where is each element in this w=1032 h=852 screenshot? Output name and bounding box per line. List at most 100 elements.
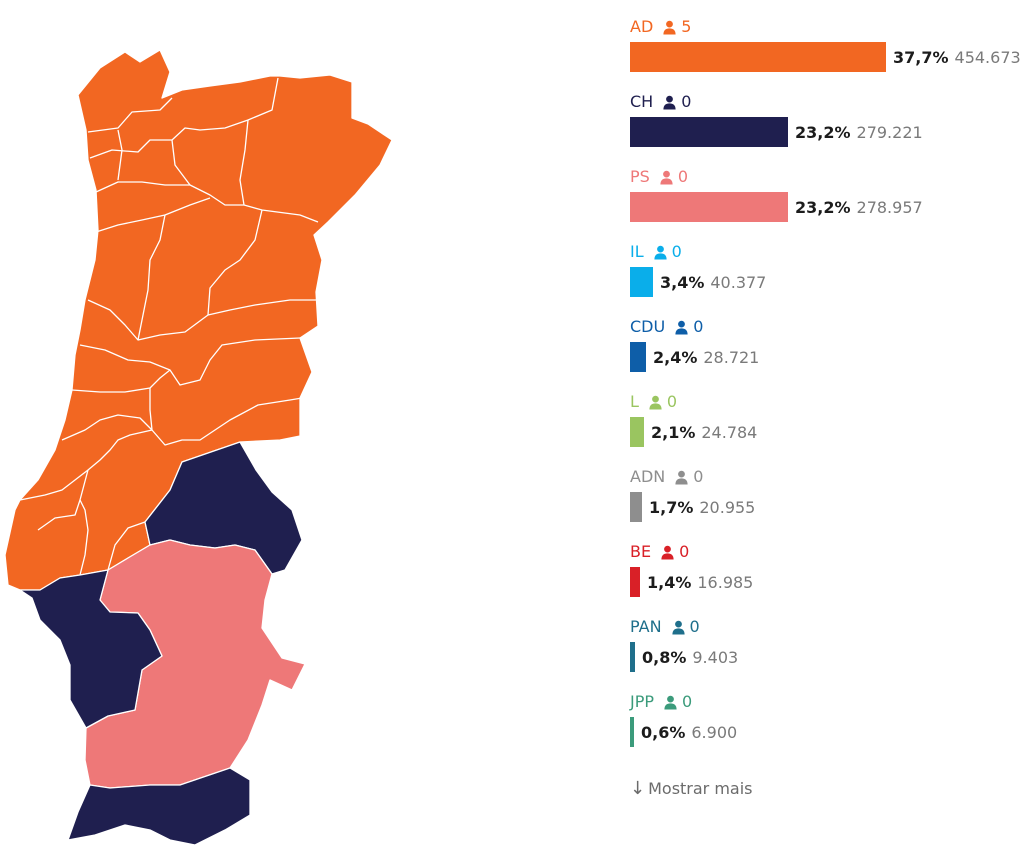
party-name: L [630,392,639,411]
party-name: AD [630,17,654,36]
party-seats: 0 [681,92,692,111]
party-bar-row: 3,4% 40.377 [630,267,766,297]
party-bar-row: 2,1% 24.784 [630,417,757,447]
vote-count: 16.985 [697,572,754,592]
vote-count: 28.721 [703,347,760,367]
vote-share-bar [630,267,653,297]
party-il: IL 0 3,4% 40.377 [630,225,1030,300]
party-seats: 0 [677,167,688,186]
district-border [79,499,89,576]
party-header: ADN 0 [630,467,703,487]
party-bar-row: 23,2% 278.957 [630,192,923,222]
person-icon [648,395,663,410]
district-border [79,337,301,386]
vote-percent: 23,2% [795,197,851,217]
party-header: AD 5 [630,17,691,37]
party-name: BE [630,542,652,561]
district-border [117,129,123,181]
party-seats: 5 [681,17,692,36]
party-header: PS 0 [630,167,688,187]
party-header: CH 0 [630,92,691,112]
party-seats: 0 [693,317,704,336]
party-bar-row: 1,7% 20.955 [630,492,755,522]
party-pan: PAN 0 0,8% 9.403 [630,600,1030,675]
party-jpp: JPP 0 0,6% 6.900 [630,675,1030,750]
portugal-results-map [4,49,393,846]
vote-share-bar [630,117,788,147]
vote-count: 278.957 [856,197,923,217]
party-seats: 0 [693,467,704,486]
person-icon [659,170,674,185]
district-border [19,429,153,501]
district-border [37,469,89,531]
vote-share-bar [630,192,788,222]
person-icon [662,20,677,35]
party-name: CH [630,92,654,111]
vote-share-bar [630,642,635,672]
party-header: BE 0 [630,542,689,562]
party-adn: ADN 0 1,7% 20.955 [630,450,1030,525]
district-border [87,299,318,341]
map-region-ad [4,49,393,591]
vote-share-bar [630,42,886,72]
person-icon [674,320,689,335]
vote-count: 454.673 [954,47,1021,67]
party-name: PS [630,167,650,186]
party-name: PAN [630,617,662,636]
vote-percent: 3,4% [660,272,705,292]
party-ps: PS 0 23,2% 278.957 [630,150,1030,225]
results-panel: AD 5 37,7% 454.673 CH 0 23,2% 279.221 PS 0 23,2% 27… [630,0,1030,852]
party-bar-row: 37,7% 454.673 [630,42,1021,72]
person-icon [660,545,675,560]
show-more-button[interactable]: ↓ Mostrar mais [630,778,753,799]
vote-percent: 2,1% [651,422,696,442]
district-border [95,181,319,223]
person-icon [662,95,677,110]
vote-count: 24.784 [701,422,758,442]
party-header: JPP 0 [630,692,692,712]
district-border [207,209,263,316]
party-bar-row: 0,8% 9.403 [630,642,738,672]
map-region-ch-south [67,767,251,846]
party-ch: CH 0 23,2% 279.221 [630,75,1030,150]
vote-count: 279.221 [856,122,923,142]
district-border [89,77,279,159]
district-border [95,197,211,233]
district-border [149,388,303,446]
party-header: CDU 0 [630,317,703,337]
district-border [71,369,171,393]
district-border [239,119,249,206]
arrow-down-icon: ↓ [630,778,646,799]
party-name: ADN [630,467,666,486]
person-icon [674,470,689,485]
person-icon [663,695,678,710]
vote-percent: 2,4% [653,347,698,367]
vote-share-bar [630,492,642,522]
vote-count: 20.955 [699,497,756,517]
person-icon [671,620,686,635]
district-border [171,139,191,186]
party-name: IL [630,242,644,261]
party-ad: AD 5 37,7% 454.673 [630,0,1030,75]
party-header: IL 0 [630,242,682,262]
party-l: L 0 2,1% 24.784 [630,375,1030,450]
district-border [137,214,166,341]
vote-percent: 1,7% [649,497,694,517]
party-be: BE 0 1,4% 16.985 [630,525,1030,600]
map-region-ch-west [19,569,163,729]
district-border [87,97,173,133]
vote-percent: 0,6% [641,722,686,742]
party-bar-row: 2,4% 28.721 [630,342,759,372]
vote-share-bar [630,567,640,597]
vote-count: 9.403 [692,647,739,667]
vote-count: 6.900 [691,722,738,742]
vote-share-bar [630,417,644,447]
person-icon [653,245,668,260]
vote-percent: 23,2% [795,122,851,142]
vote-percent: 1,4% [647,572,692,592]
district-border [61,414,153,441]
party-seats: 0 [671,242,682,261]
party-seats: 0 [666,392,678,411]
vote-percent: 37,7% [893,47,949,67]
